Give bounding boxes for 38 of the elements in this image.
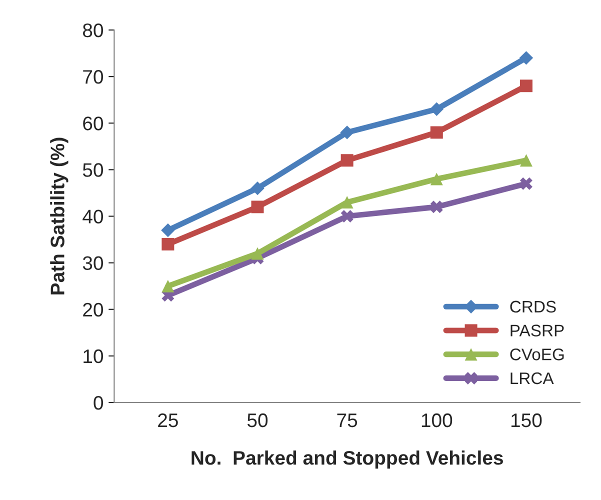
point xyxy=(251,247,264,260)
point xyxy=(250,181,264,196)
x-tick-label: 100 xyxy=(422,413,452,428)
point xyxy=(251,200,264,214)
y-tick-label: 10 xyxy=(84,349,104,364)
y-tick-label: 0 xyxy=(94,396,104,410)
x-tick-label: 75 xyxy=(337,414,358,428)
x-tick-label: 50 xyxy=(247,413,268,428)
point xyxy=(340,196,354,209)
point xyxy=(161,223,175,238)
point xyxy=(520,80,532,92)
point xyxy=(340,210,354,222)
y-tick-label: 40 xyxy=(82,210,104,224)
x-tick-label: 150 xyxy=(511,413,542,428)
legend-label: LRCA xyxy=(510,372,554,384)
point xyxy=(430,200,443,214)
point xyxy=(340,126,354,140)
y-tick-label: 80 xyxy=(82,23,104,38)
point xyxy=(162,280,174,292)
y-tick-label: 50 xyxy=(82,163,104,177)
y-tick-label: 20 xyxy=(83,302,104,317)
x-tick-label: 25 xyxy=(158,413,178,428)
point xyxy=(520,177,532,190)
point xyxy=(340,154,354,167)
y-tick-label: 60 xyxy=(83,116,104,130)
point xyxy=(162,238,174,250)
x-axis-title: No. Parked and Stopped Vehicles xyxy=(192,450,503,469)
point xyxy=(430,172,443,186)
legend-label: CRDS xyxy=(510,300,556,313)
point xyxy=(519,51,534,65)
point xyxy=(520,154,532,167)
y-tick-label: 70 xyxy=(83,70,104,84)
legend-label: CVoEG xyxy=(510,348,564,360)
y-axis-title: Path Satbility (%) xyxy=(50,138,68,294)
point xyxy=(430,102,444,116)
y-tick-label: 30 xyxy=(82,256,104,270)
point xyxy=(430,126,443,139)
legend-label: PASRP xyxy=(510,324,564,336)
